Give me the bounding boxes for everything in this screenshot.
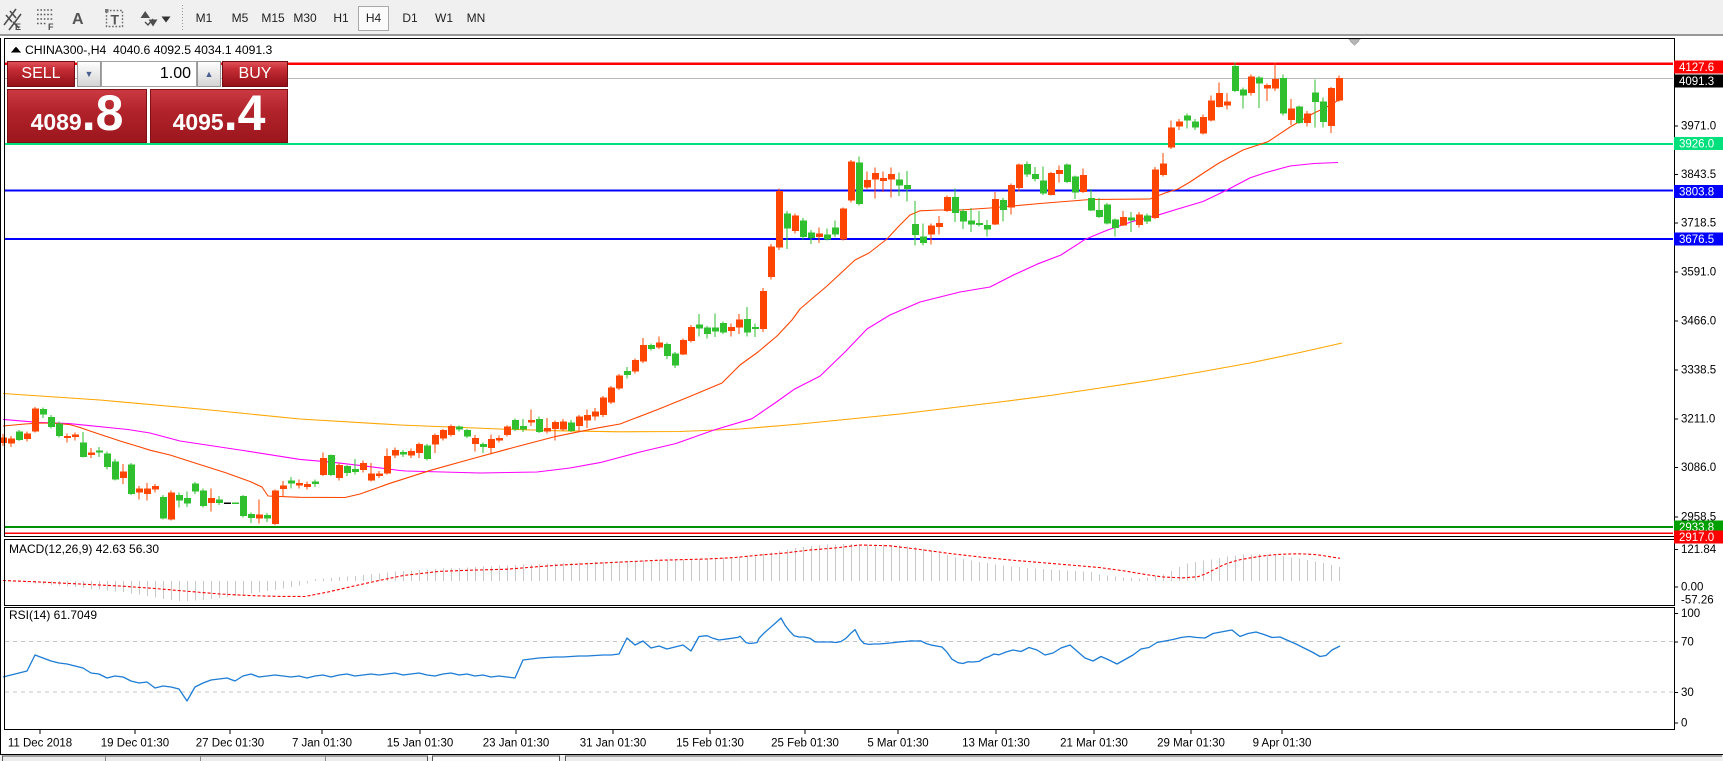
svg-text:15 Jan 01:30: 15 Jan 01:30 xyxy=(387,738,454,750)
svg-text:13 Mar 01:30: 13 Mar 01:30 xyxy=(962,738,1030,750)
svg-text:2917.0: 2917.0 xyxy=(1679,532,1714,544)
svg-text:3971.0: 3971.0 xyxy=(1681,121,1716,133)
svg-text:MACD(12,26,9) 42.63 56.30: MACD(12,26,9) 42.63 56.30 xyxy=(9,542,159,556)
svg-text:100: 100 xyxy=(1681,608,1700,620)
svg-text:3843.5: 3843.5 xyxy=(1681,169,1716,181)
svg-text:3803.8: 3803.8 xyxy=(1679,187,1714,199)
svg-text:F: F xyxy=(48,22,54,32)
svg-text:T: T xyxy=(111,12,120,28)
svg-text:29 Mar 01:30: 29 Mar 01:30 xyxy=(1157,738,1225,750)
svg-text:27 Dec 01:30: 27 Dec 01:30 xyxy=(196,738,264,750)
svg-text:E: E xyxy=(15,22,21,32)
svg-text:121.84: 121.84 xyxy=(1681,544,1717,556)
svg-text:RSI(14) 61.7049: RSI(14) 61.7049 xyxy=(9,608,97,622)
svg-text:3211.0: 3211.0 xyxy=(1681,414,1715,426)
svg-text:0: 0 xyxy=(1681,718,1687,730)
svg-text:4091.3: 4091.3 xyxy=(1679,76,1714,88)
svg-text:15 Feb 01:30: 15 Feb 01:30 xyxy=(676,738,744,750)
svg-text:4127.6: 4127.6 xyxy=(1679,62,1714,74)
svg-text:70: 70 xyxy=(1681,637,1694,649)
svg-text:-57.26: -57.26 xyxy=(1681,594,1714,606)
svg-text:7 Jan 01:30: 7 Jan 01:30 xyxy=(292,738,352,750)
svg-text:3591.0: 3591.0 xyxy=(1681,267,1716,279)
svg-text:CHINA300-,H4 4040.6 4092.5 40: CHINA300-,H4 4040.6 4092.5 4034.1 4091.3 xyxy=(25,43,273,57)
svg-text:3926.0: 3926.0 xyxy=(1679,139,1714,151)
svg-text:30: 30 xyxy=(1681,687,1694,699)
svg-text:23 Jan 01:30: 23 Jan 01:30 xyxy=(483,738,550,750)
svg-text:5 Mar 01:30: 5 Mar 01:30 xyxy=(867,738,928,750)
svg-text:3338.5: 3338.5 xyxy=(1681,365,1716,377)
svg-text:21 Mar 01:30: 21 Mar 01:30 xyxy=(1060,738,1128,750)
svg-text:9 Apr 01:30: 9 Apr 01:30 xyxy=(1253,738,1312,750)
svg-text:3086.0: 3086.0 xyxy=(1681,462,1716,474)
svg-text:3718.5: 3718.5 xyxy=(1681,218,1716,230)
svg-text:19 Dec 01:30: 19 Dec 01:30 xyxy=(101,738,169,750)
svg-text:3466.0: 3466.0 xyxy=(1681,316,1716,328)
svg-text:0.00: 0.00 xyxy=(1681,581,1703,593)
svg-text:3676.5: 3676.5 xyxy=(1679,234,1714,246)
svg-text:11 Dec 2018: 11 Dec 2018 xyxy=(8,738,72,750)
svg-text:A: A xyxy=(72,11,84,28)
svg-text:31 Jan 01:30: 31 Jan 01:30 xyxy=(580,738,647,750)
svg-text:25 Feb 01:30: 25 Feb 01:30 xyxy=(771,738,839,750)
